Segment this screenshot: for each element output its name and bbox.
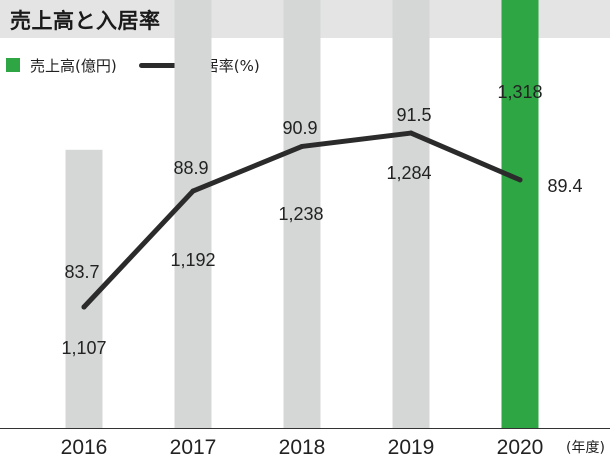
line-point-2020 (517, 177, 523, 183)
x-tick-2019: 2019 (388, 436, 435, 459)
line-point-2017 (190, 188, 196, 194)
bar-label-2017: 1,192 (170, 250, 215, 270)
chart-title: 売上高と入居率 (10, 9, 161, 33)
legend-bar-swatch (6, 58, 20, 72)
bar-2020 (501, 0, 539, 428)
line-label-2016: 83.7 (64, 262, 99, 282)
line-point-2018 (299, 143, 305, 149)
line-label-2018: 90.9 (282, 118, 317, 138)
bar-2016 (65, 149, 103, 429)
line-point-2016 (81, 304, 87, 310)
bar-label-2016: 1,107 (61, 338, 106, 358)
line-label-2020: 89.4 (547, 176, 582, 196)
bar-label-2020: 1,318 (497, 82, 542, 102)
bar-label-2019: 1,284 (386, 163, 431, 183)
line-label-2019: 91.5 (396, 105, 431, 125)
bar-2017 (174, 0, 212, 429)
x-tick-2017: 2017 (170, 436, 217, 459)
bar-label-2018: 1,238 (278, 204, 323, 224)
bar-2019 (392, 0, 430, 429)
x-tick-2018: 2018 (279, 436, 326, 459)
x-axis-unit: (年度) (566, 440, 605, 456)
line-point-2019 (408, 130, 414, 136)
legend-bar-label: 売上高(億円) (30, 56, 117, 75)
line-label-2017: 88.9 (173, 158, 208, 178)
bar-2018 (283, 0, 321, 428)
x-tick-2016: 2016 (61, 436, 108, 459)
x-tick-2020: 2020 (497, 436, 544, 459)
legend-line-swatch (138, 62, 181, 68)
